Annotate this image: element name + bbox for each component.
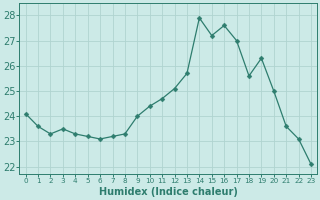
X-axis label: Humidex (Indice chaleur): Humidex (Indice chaleur) xyxy=(99,187,238,197)
